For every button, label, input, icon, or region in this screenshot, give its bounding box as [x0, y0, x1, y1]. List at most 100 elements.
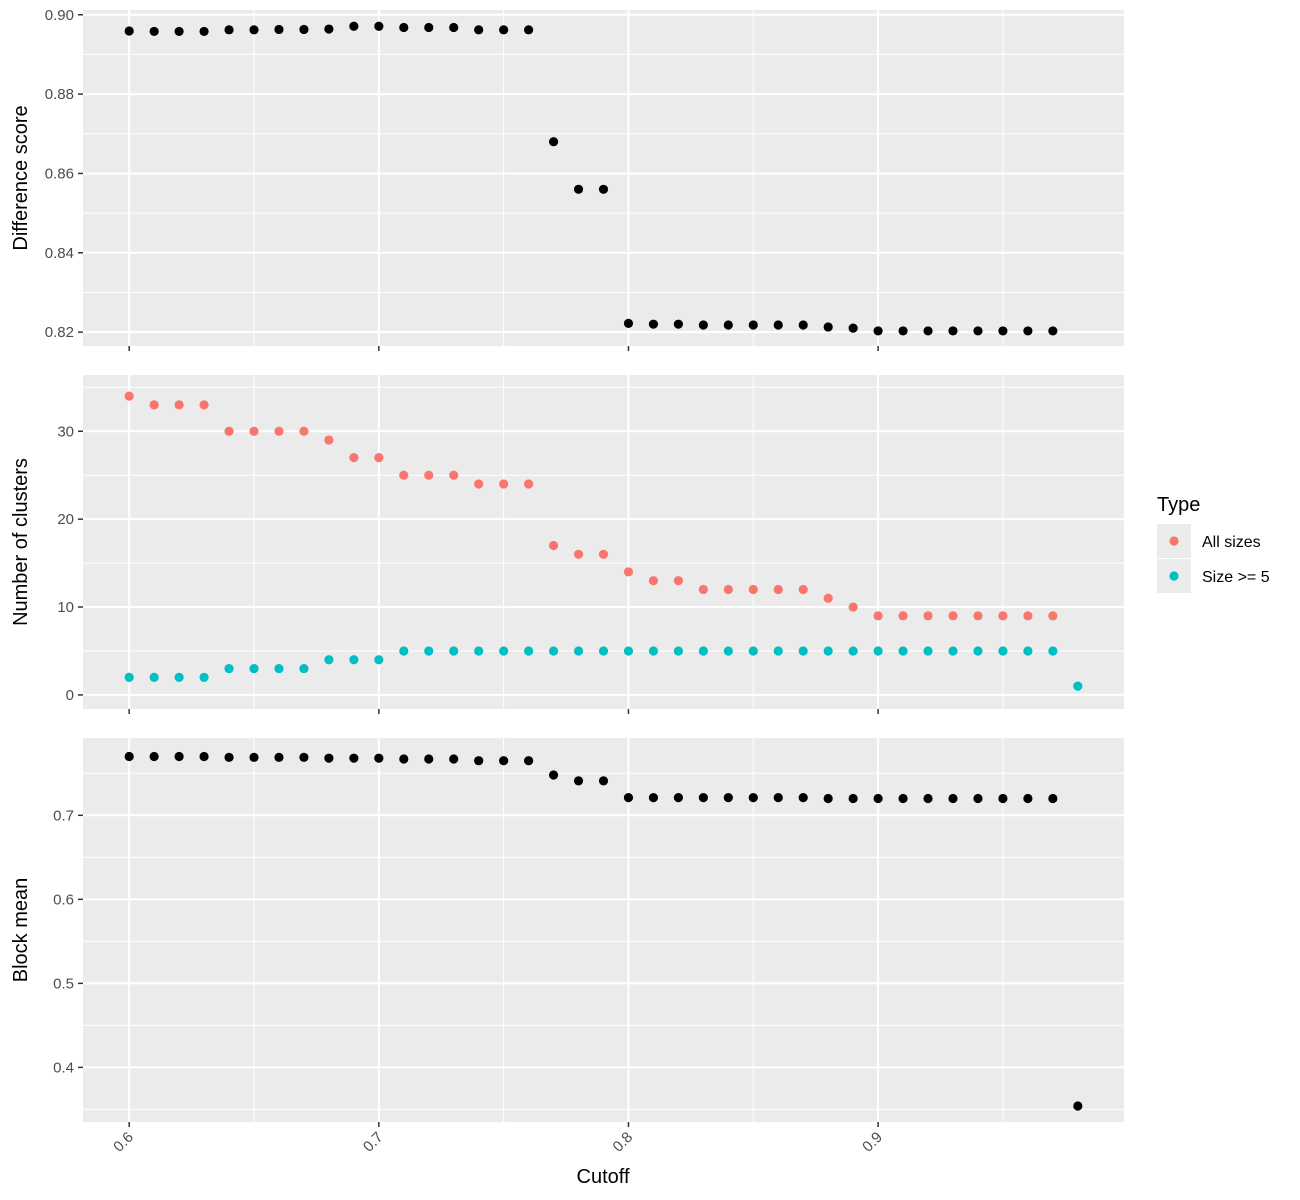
data-point — [998, 326, 1008, 336]
data-point — [748, 584, 758, 595]
data-point — [548, 137, 559, 147]
data-point — [998, 646, 1008, 656]
data-point — [524, 479, 534, 489]
y-tick-label: 10 — [57, 599, 74, 616]
data-point — [723, 646, 733, 656]
data-point — [1048, 793, 1058, 804]
data-point — [748, 646, 758, 656]
legend-label-size-5: Size >= 5 — [1202, 569, 1270, 586]
data-point — [174, 751, 184, 762]
data-point — [798, 646, 808, 656]
panel-middle: 0 10 20 30 Number of clusters — [10, 375, 1124, 714]
data-point — [449, 22, 459, 33]
data-point — [124, 751, 134, 762]
data-point — [249, 426, 259, 436]
data-point — [449, 470, 459, 480]
data-point — [324, 435, 334, 445]
data-point — [898, 646, 908, 656]
data-point — [224, 426, 234, 436]
data-point — [798, 584, 808, 595]
data-point — [923, 793, 933, 804]
data-point — [424, 646, 434, 656]
data-point — [623, 793, 634, 803]
data-point — [698, 584, 708, 595]
data-point — [823, 322, 833, 332]
data-point — [948, 611, 958, 621]
data-point — [474, 479, 484, 489]
y-tick-label: 0.82 — [45, 324, 74, 341]
data-point — [648, 576, 659, 586]
data-point — [524, 756, 534, 766]
data-point — [823, 593, 833, 603]
data-point — [898, 326, 908, 336]
data-point — [274, 24, 284, 35]
y-axis-title: Block mean — [10, 878, 32, 983]
data-point — [648, 793, 659, 803]
data-point — [274, 752, 284, 762]
data-point — [524, 646, 534, 656]
y-tick-label: 30 — [57, 423, 74, 440]
data-point — [673, 319, 683, 329]
data-point — [249, 752, 259, 762]
data-point — [499, 25, 509, 35]
legend-label-all-sizes: All sizes — [1202, 534, 1261, 551]
data-point — [1023, 611, 1033, 621]
data-point — [948, 646, 958, 656]
legend-marker-size-5 — [1169, 571, 1179, 581]
data-point — [349, 655, 359, 665]
data-point — [124, 672, 134, 682]
data-point — [873, 611, 883, 621]
data-point — [948, 793, 958, 804]
data-point — [399, 22, 409, 33]
data-point — [499, 756, 509, 766]
data-point — [973, 611, 983, 621]
y-tick-label: 0.7 — [53, 807, 74, 824]
data-point — [399, 470, 409, 480]
y-tick-label: 0.90 — [45, 7, 74, 24]
data-point — [374, 453, 384, 463]
data-point — [798, 793, 808, 803]
panel-background — [83, 738, 1124, 1122]
data-point — [698, 320, 708, 330]
data-point — [1048, 611, 1058, 621]
data-point — [848, 323, 858, 333]
y-tick-label: 0.5 — [53, 975, 74, 992]
panels: 0.82 0.84 0.86 0.88 0.90 Difference score 0 10 2… — [10, 7, 1124, 1156]
data-point — [598, 776, 609, 786]
data-point — [648, 646, 659, 656]
panel-background — [83, 10, 1124, 346]
data-point — [623, 318, 634, 328]
data-point — [174, 26, 184, 37]
panel-background — [83, 375, 1124, 709]
data-point — [149, 672, 159, 682]
data-point — [324, 24, 334, 34]
data-point — [474, 25, 484, 35]
data-point — [249, 25, 259, 35]
data-point — [573, 776, 584, 786]
series-bottom — [124, 751, 1083, 1111]
data-point — [499, 479, 509, 489]
data-point — [349, 453, 359, 463]
data-point — [274, 426, 284, 436]
data-point — [723, 584, 733, 595]
y-tick-label: 0.4 — [53, 1059, 74, 1076]
data-point — [399, 754, 409, 764]
legend-title: Type — [1157, 494, 1200, 516]
data-point — [723, 793, 733, 803]
x-tick-label: 0.6 — [110, 1129, 137, 1156]
data-point — [873, 646, 883, 656]
data-point — [598, 549, 609, 559]
data-point — [224, 663, 234, 674]
data-point — [349, 21, 359, 31]
data-point — [149, 26, 159, 37]
panel-bottom: 0.4 0.5 0.6 0.7 Block mean 0.6 0.7 0.8 0.9 — [10, 738, 1124, 1156]
data-point — [773, 584, 783, 595]
y-tick-label: 20 — [57, 511, 74, 528]
data-point — [548, 540, 559, 551]
data-point — [898, 611, 908, 621]
data-point — [573, 184, 584, 194]
data-point — [848, 793, 858, 804]
data-point — [174, 400, 184, 410]
data-point — [723, 320, 733, 330]
